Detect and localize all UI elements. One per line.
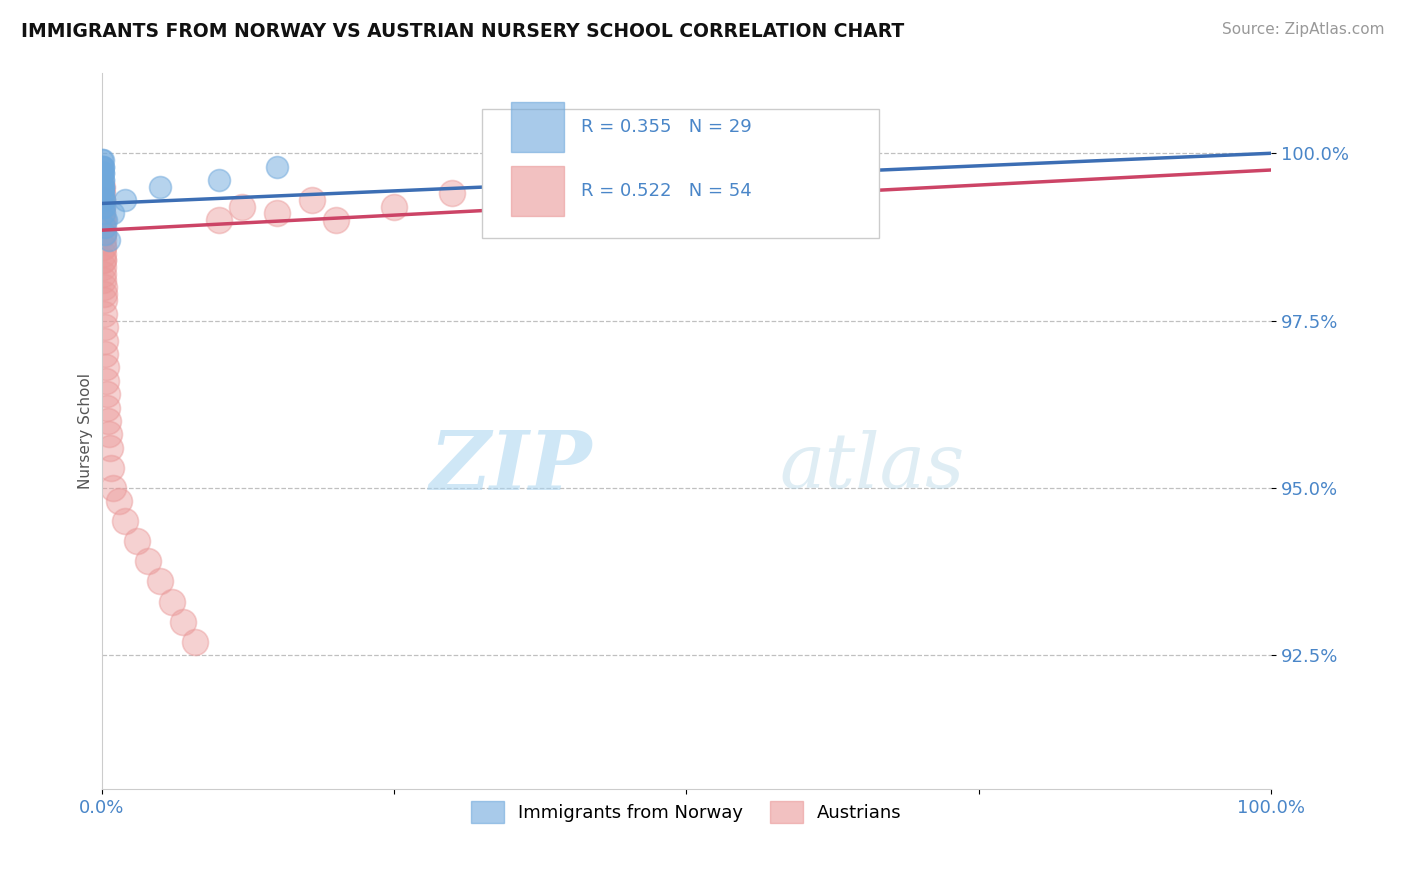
Point (91, 260, 114, 274)
Point (93, 193, 115, 207)
FancyBboxPatch shape (482, 109, 879, 237)
Point (96, 374, 118, 388)
Point (103, 206, 125, 220)
Point (138, 554, 160, 568)
Text: atlas: atlas (780, 430, 966, 504)
Point (93, 273, 115, 287)
Point (93, 179, 115, 194)
Point (149, 574, 172, 589)
Point (149, 179, 172, 194)
Point (301, 193, 323, 207)
Point (91, 173, 114, 187)
Point (266, 160, 288, 174)
Bar (510, 166, 564, 216)
Point (91, 246, 114, 260)
Point (91, 153, 114, 167)
Point (93, 253, 115, 268)
Point (93, 307, 115, 321)
Y-axis label: Nursery School: Nursery School (79, 373, 93, 489)
Point (91, 267, 114, 281)
Point (91, 186, 114, 201)
Point (94, 360, 117, 375)
Point (91, 160, 114, 174)
Point (617, 213, 640, 227)
Point (103, 481, 125, 495)
Point (91, 186, 114, 201)
Point (91, 213, 114, 227)
Legend: Immigrants from Norway, Austrians: Immigrants from Norway, Austrians (464, 794, 908, 830)
Point (91, 153, 114, 167)
Point (98, 441, 121, 455)
Point (93, 293, 115, 308)
Point (91, 186, 114, 201)
Point (558, 193, 581, 207)
Point (91, 219, 114, 234)
Point (231, 200, 253, 214)
Point (266, 206, 288, 220)
Point (91, 179, 114, 194)
Point (96, 401, 118, 415)
Text: R = 0.522   N = 54: R = 0.522 N = 54 (581, 182, 752, 200)
Point (97, 427, 120, 442)
Text: ZIP: ZIP (430, 426, 593, 507)
Point (125, 534, 148, 549)
Bar (510, 102, 564, 152)
Point (91, 240, 114, 254)
Point (93, 280, 115, 294)
Point (91, 227, 114, 241)
Point (93, 320, 115, 334)
Point (91, 253, 114, 268)
Point (93, 219, 115, 234)
Point (207, 173, 229, 187)
Point (108, 494, 131, 508)
Point (91, 206, 114, 220)
Point (184, 634, 207, 648)
Point (91, 240, 114, 254)
Point (94, 227, 117, 241)
Point (94, 334, 117, 348)
Point (91, 166, 114, 180)
Point (325, 213, 347, 227)
Point (91, 160, 114, 174)
Point (91, 193, 114, 207)
Point (91, 179, 114, 194)
Point (91, 166, 114, 180)
Point (94, 347, 117, 361)
Point (93, 200, 115, 214)
Point (91, 166, 114, 180)
Point (441, 186, 464, 201)
Point (114, 514, 136, 528)
Point (114, 193, 136, 207)
Point (91, 193, 114, 207)
Point (96, 213, 118, 227)
Point (100, 460, 122, 475)
Point (93, 286, 115, 301)
Point (91, 179, 114, 194)
Point (97, 414, 120, 428)
Point (382, 200, 405, 214)
Point (91, 160, 114, 174)
Point (91, 233, 114, 247)
Point (160, 594, 183, 608)
Point (91, 173, 114, 187)
Point (172, 615, 194, 629)
Point (93, 206, 115, 220)
Point (91, 200, 114, 214)
Point (93, 200, 115, 214)
Text: R = 0.355   N = 29: R = 0.355 N = 29 (581, 118, 752, 136)
Text: IMMIGRANTS FROM NORWAY VS AUSTRIAN NURSERY SCHOOL CORRELATION CHART: IMMIGRANTS FROM NORWAY VS AUSTRIAN NURSE… (21, 22, 904, 41)
Text: Source: ZipAtlas.com: Source: ZipAtlas.com (1222, 22, 1385, 37)
Point (91, 213, 114, 227)
Point (91, 193, 114, 207)
Point (207, 213, 229, 227)
Point (499, 206, 522, 220)
Point (96, 387, 118, 401)
Point (91, 227, 114, 241)
Point (97, 233, 120, 247)
